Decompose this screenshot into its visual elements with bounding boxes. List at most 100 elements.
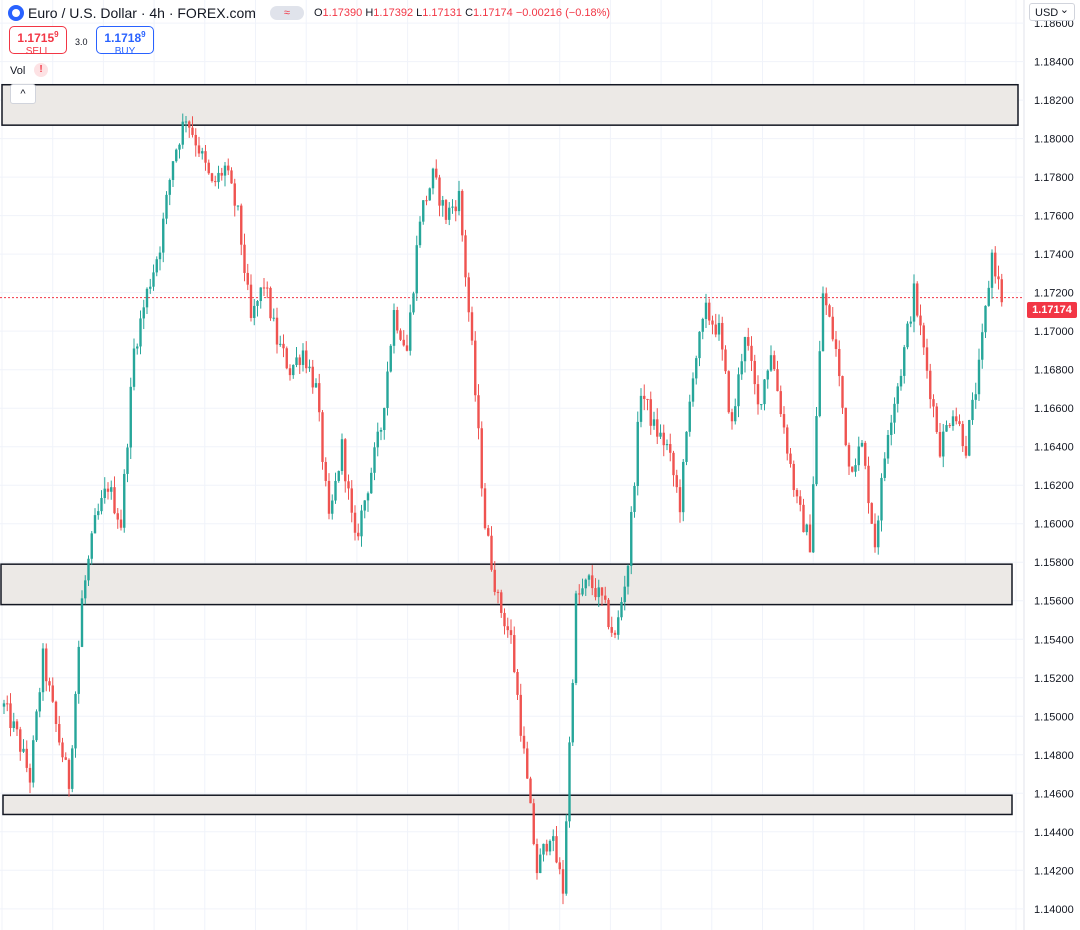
low-value: 1.17131 <box>422 7 463 19</box>
candle-body <box>155 259 158 273</box>
candle-body <box>194 134 197 146</box>
price-zone-rectangle[interactable] <box>1 83 1019 126</box>
candle-body <box>519 694 522 736</box>
candle-body <box>396 310 399 331</box>
candle-body <box>230 170 233 184</box>
candle-body <box>12 721 15 729</box>
candle-body <box>467 277 470 313</box>
candle-body <box>77 646 80 694</box>
candle-body <box>272 317 275 319</box>
candle-body <box>84 580 87 599</box>
candle-body <box>233 183 236 206</box>
currency-selector[interactable]: USD <box>1029 1 1075 21</box>
candle-body <box>672 452 675 476</box>
sell-button[interactable]: 1.17159 SELL <box>9 26 67 57</box>
candle-body <box>256 301 259 306</box>
candle-body <box>912 283 916 322</box>
candle-body <box>1000 279 1003 303</box>
candle-body <box>922 325 925 348</box>
volume-indicator-label[interactable]: Vol <box>10 65 26 77</box>
candle-body <box>688 401 691 432</box>
candle-body <box>236 205 240 207</box>
candle-body <box>669 444 672 453</box>
candle-body <box>756 384 760 405</box>
candle-body <box>886 434 890 459</box>
candle-body <box>113 487 116 514</box>
price-axis[interactable]: 1.186001.184001.182001.180001.178001.176… <box>1034 18 1074 916</box>
chart-toggle[interactable]: ≈ <box>269 6 304 20</box>
candle-body <box>958 421 961 425</box>
candle-body <box>678 487 682 513</box>
candle-body <box>701 318 704 332</box>
candle-body <box>106 488 110 492</box>
candle-body <box>802 504 805 533</box>
candle-body <box>327 480 331 514</box>
price-zone-rectangle[interactable] <box>2 794 1013 816</box>
candle-body <box>740 361 743 375</box>
buy-button[interactable]: 1.17189 BUY <box>96 26 154 57</box>
y-tick-label: 1.16800 <box>1034 365 1074 377</box>
candle-body <box>110 487 113 492</box>
candle-body <box>90 533 93 559</box>
candle-body <box>249 284 253 318</box>
candle-body <box>470 312 474 341</box>
candle-body <box>838 349 841 377</box>
candle-body <box>548 840 552 852</box>
candle-body <box>968 420 971 456</box>
price-zone-rectangle[interactable] <box>0 563 1013 606</box>
candle-body <box>805 524 808 533</box>
candle-body <box>639 395 643 422</box>
candle-body <box>724 349 727 372</box>
candle-body <box>15 721 19 730</box>
buy-price: 1.1718 <box>104 31 142 45</box>
symbol-title[interactable]: Euro / U.S. Dollar · 4h · FOREX.com <box>28 5 256 21</box>
y-tick-label: 1.17200 <box>1034 288 1074 300</box>
candle-body <box>610 627 613 633</box>
y-tick-label: 1.15600 <box>1034 596 1074 608</box>
candle-body <box>977 359 981 395</box>
candle-body <box>269 287 272 319</box>
candle-body <box>71 748 74 789</box>
candle-body <box>828 305 831 317</box>
y-tick-label: 1.17400 <box>1034 249 1074 261</box>
sell-price-sup: 9 <box>54 30 59 39</box>
candle-body <box>210 173 214 182</box>
candle-body <box>613 632 617 635</box>
candle-body <box>227 165 230 171</box>
candle-body <box>402 339 405 346</box>
candle-body <box>893 403 896 423</box>
candle-body <box>451 206 454 208</box>
candle-body <box>711 320 714 325</box>
candle-body <box>955 416 958 422</box>
candle-body <box>444 200 448 220</box>
candle-body <box>552 836 555 841</box>
candle-body <box>974 394 977 400</box>
support-resistance-zones[interactable] <box>0 83 1019 816</box>
candle-body <box>41 648 45 693</box>
warning-icon[interactable]: ! <box>34 63 48 77</box>
candle-body <box>831 316 834 340</box>
candle-body <box>35 711 38 741</box>
candle-body <box>9 703 12 729</box>
candle-body <box>253 305 256 318</box>
candle-body <box>347 481 350 489</box>
candle-body <box>821 293 825 352</box>
candle-body <box>305 350 308 369</box>
candle-body <box>935 406 938 432</box>
candle-body <box>896 386 899 404</box>
candle-body <box>428 188 431 201</box>
candle-body <box>123 473 126 528</box>
candle-body <box>942 431 945 457</box>
candle-body <box>483 488 487 529</box>
collapse-chevron-up-icon[interactable]: ^ <box>10 84 36 104</box>
candle-body <box>240 205 243 245</box>
candle-body <box>301 350 305 365</box>
candle-body <box>298 357 301 365</box>
candle-body <box>487 528 490 536</box>
candle-body <box>779 391 782 415</box>
candle-body <box>38 692 41 712</box>
candle-body <box>545 843 548 852</box>
candle-body <box>474 340 477 396</box>
candle-body <box>675 475 678 488</box>
